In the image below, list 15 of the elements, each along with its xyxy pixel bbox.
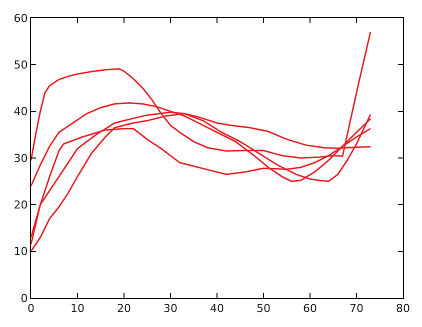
y-tick-label: 40 — [14, 105, 28, 118]
x-tick-label: 20 — [117, 302, 131, 316]
x-tick-label: 50 — [256, 302, 270, 316]
y-tick-label: 30 — [14, 152, 28, 165]
y-tick-label: 50 — [14, 58, 28, 72]
y-tick-label: 20 — [14, 198, 28, 212]
x-tick-label: 70 — [350, 302, 364, 316]
x-tick-label: 10 — [70, 302, 84, 316]
y-tick-label: 10 — [14, 245, 28, 258]
y-tick-label: 60 — [14, 12, 28, 25]
x-tick-label: 60 — [303, 302, 317, 316]
x-tick-label: 40 — [210, 302, 224, 316]
x-tick-label: 80 — [396, 302, 410, 316]
x-tick-label: 30 — [164, 302, 178, 316]
y-tick-label: 0 — [20, 292, 28, 305]
